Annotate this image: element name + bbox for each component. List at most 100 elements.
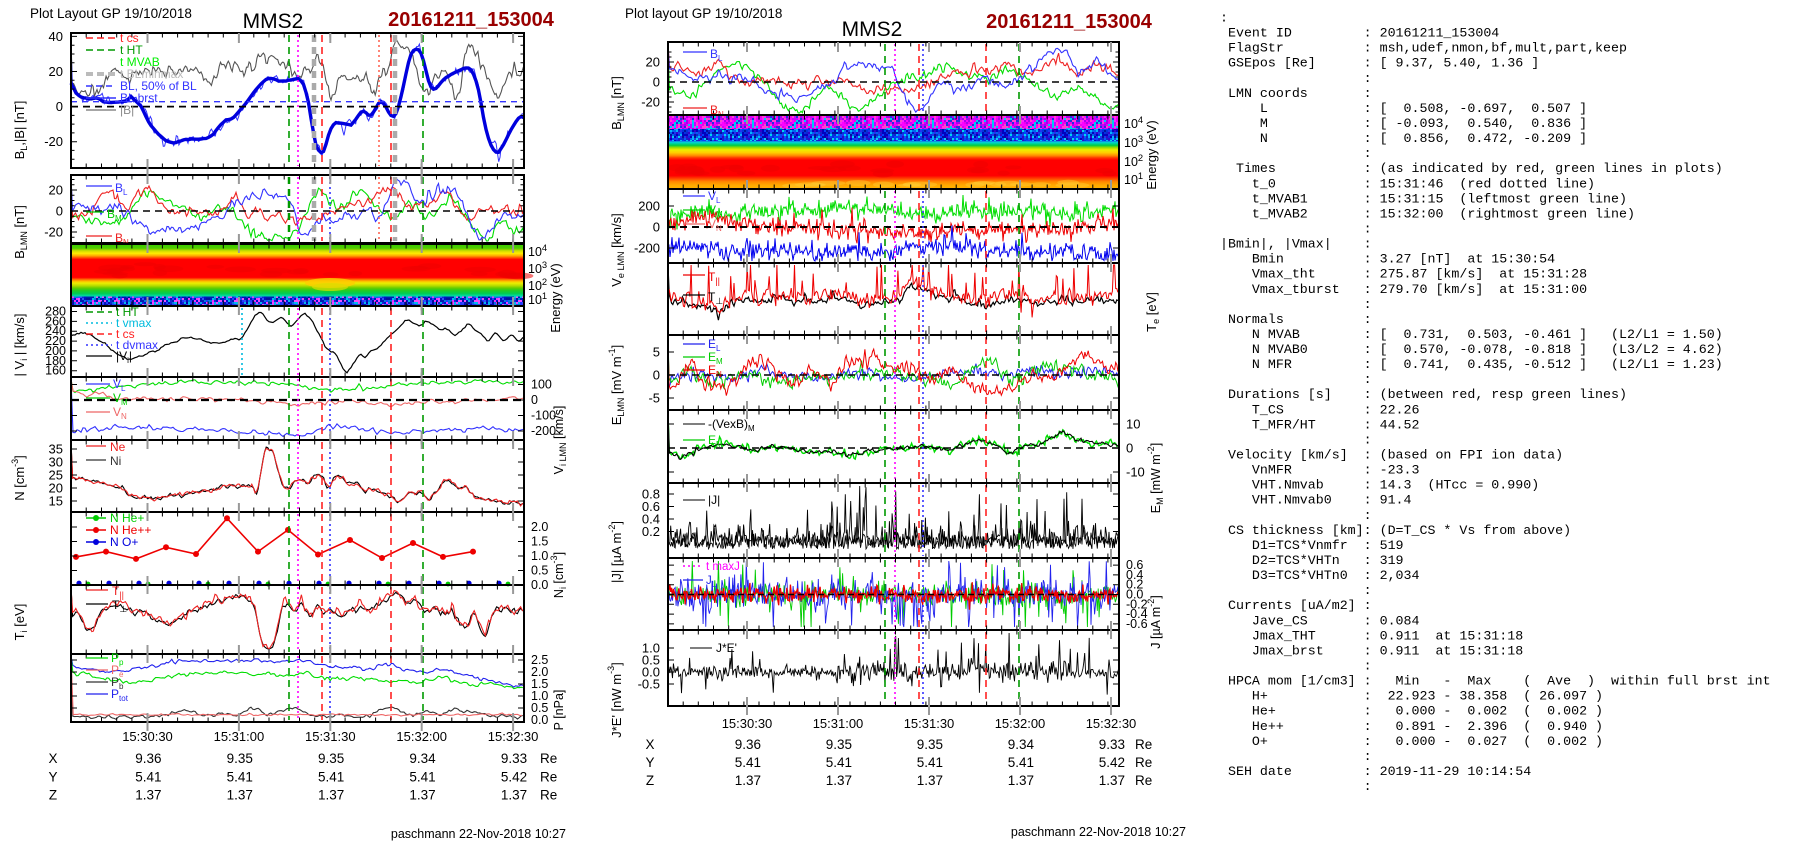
svg-text:|J| [µA m-2]: |J| [µA m-2] [607, 521, 624, 583]
svg-text:-0.5: -0.5 [638, 677, 660, 692]
svg-text:1.37: 1.37 [501, 788, 527, 803]
svg-text:15: 15 [49, 494, 63, 509]
svg-text:35: 35 [49, 442, 63, 457]
svg-text:paschmann 22-Nov-2018 10:27: paschmann 22-Nov-2018 10:27 [391, 827, 566, 841]
svg-text:|B|: |B| [120, 103, 134, 117]
svg-text:15:32:30: 15:32:30 [1086, 716, 1137, 731]
svg-text:J*E' [nW m-3]: J*E' [nW m-3] [606, 662, 624, 738]
svg-text:HPCA mom [1/cm3] : Min -: HPCA mom [1/cm3] : Min - Max ( Ave ) wit… [1220, 674, 1771, 689]
svg-text:Re: Re [1135, 755, 1152, 770]
svg-text::: : [1220, 146, 1372, 161]
svg-text:25: 25 [49, 468, 63, 483]
svg-text:1.37: 1.37 [917, 773, 943, 788]
svg-text:t HT: t HT [120, 43, 143, 57]
svg-text:T_CS : 22.26: T_CS : 22.26 [1220, 402, 1420, 417]
svg-text:1.5: 1.5 [531, 535, 548, 549]
svg-text:220: 220 [45, 334, 66, 348]
svg-text:paschmann 22-Nov-2018 10:27: paschmann 22-Nov-2018 10:27 [1011, 825, 1186, 839]
svg-text:|Bmin|, |Vmax| :: |Bmin|, |Vmax| : [1220, 237, 1372, 252]
svg-text:T_MFR/HT : 44.52: T_MFR/HT : 44.52 [1220, 417, 1420, 432]
svg-text::: : [1220, 372, 1372, 387]
svg-text:240: 240 [45, 324, 66, 338]
svg-text:LMN coords :: LMN coords : [1220, 86, 1372, 101]
svg-text:Re: Re [1135, 773, 1152, 788]
svg-text:Jmax_brst : 0.911 at 15:3: Jmax_brst : 0.911 at 15:31:18 [1220, 643, 1523, 658]
svg-text:0.2: 0.2 [1126, 578, 1143, 592]
svg-text:Velocity [km/s] : (based on F: Velocity [km/s] : (based on FPI ion data… [1220, 448, 1563, 463]
svg-text::: : [1220, 659, 1372, 674]
svg-text::: : [1220, 779, 1372, 794]
svg-text:1.37: 1.37 [318, 788, 344, 803]
svg-text:Energy (eV): Energy (eV) [1144, 120, 1159, 189]
svg-text:Bmin : 3.27 [nT] at: Bmin : 3.27 [nT] at 15:30:54 [1220, 252, 1555, 267]
svg-text:D1=TCS*Vnmfr : 519: D1=TCS*Vnmfr : 519 [1220, 538, 1404, 553]
svg-text:200: 200 [638, 199, 660, 214]
svg-text:1.37: 1.37 [1008, 773, 1034, 788]
svg-text:-100: -100 [531, 409, 556, 423]
svg-text:H+ : 22.923 - 38.3: H+ : 22.923 - 38.358 ( 26.097 ) [1220, 689, 1603, 704]
svg-text:M : [ -0.093, 0.54: M : [ -0.093, 0.540, 0.836 ] [1220, 116, 1587, 131]
svg-text:0: 0 [56, 204, 63, 219]
svg-text:5.42: 5.42 [501, 770, 527, 785]
svg-text:0.2: 0.2 [642, 524, 660, 539]
svg-text:VnMFR : -23.3: VnMFR : -23.3 [1220, 463, 1420, 478]
svg-text:280: 280 [45, 305, 66, 319]
svg-text:Ne: Ne [110, 440, 126, 454]
svg-text:-0.4: -0.4 [1126, 607, 1148, 621]
svg-text:-20: -20 [641, 95, 660, 110]
svg-text:0.0: 0.0 [1126, 588, 1143, 602]
svg-text:P [nPa]: P [nPa] [552, 690, 566, 731]
svg-text:t dvmax: t dvmax [116, 338, 158, 352]
svg-text:Vmax_tburst : 279.70 [km/s]: Vmax_tburst : 279.70 [km/s] at 15:31:00 [1220, 282, 1587, 297]
svg-text:15:32:30: 15:32:30 [488, 729, 539, 744]
svg-text:20: 20 [49, 481, 63, 496]
svg-text:MMS2: MMS2 [842, 18, 903, 41]
svg-text:30: 30 [49, 455, 63, 470]
svg-text:0.5: 0.5 [531, 701, 548, 715]
svg-text:Ni [cm-3]: Ni [cm-3] [549, 552, 568, 598]
svg-text:Y: Y [48, 770, 57, 785]
svg-text:t cs: t cs [120, 31, 139, 45]
svg-text:5.41: 5.41 [409, 770, 435, 785]
svg-text:9.36: 9.36 [735, 737, 761, 752]
svg-text:Y: Y [645, 755, 654, 770]
svg-text:9.33: 9.33 [1099, 737, 1125, 752]
svg-text:9.36: 9.36 [135, 751, 161, 766]
svg-text:J*E': J*E' [716, 641, 737, 655]
svg-text:|Vi|: |Vi| [116, 349, 132, 365]
svg-text:1.5: 1.5 [531, 677, 548, 691]
svg-text:5.41: 5.41 [135, 770, 161, 785]
svg-text:15:30:30: 15:30:30 [722, 716, 773, 731]
svg-text::: : [1220, 583, 1372, 598]
svg-text:-0.2: -0.2 [1126, 597, 1148, 611]
svg-text:MMS2: MMS2 [243, 10, 304, 33]
svg-text:40: 40 [49, 29, 63, 44]
svg-text:BLMN [nT]: BLMN [nT] [609, 76, 626, 130]
svg-text:15:30:30: 15:30:30 [122, 729, 173, 744]
svg-text:0.4: 0.4 [1126, 568, 1143, 582]
svg-text:5.41: 5.41 [1008, 755, 1034, 770]
svg-text:9.33: 9.33 [501, 751, 527, 766]
svg-text:1.37: 1.37 [227, 788, 253, 803]
svg-text:He++ : 0.891 - 2.3: He++ : 0.891 - 2.396 ( 0.940 ) [1220, 719, 1603, 734]
svg-text:BLMN [nT]: BLMN [nT] [12, 205, 29, 259]
svg-text:Ni: Ni [110, 454, 121, 468]
svg-text:1.37: 1.37 [1099, 773, 1125, 788]
svg-text:20: 20 [49, 183, 63, 198]
svg-text:9.35: 9.35 [227, 751, 253, 766]
svg-text:t_MVAB1 : 15:31:15 (lef: t_MVAB1 : 15:31:15 (leftmost green line) [1220, 191, 1627, 206]
svg-text:15:31:00: 15:31:00 [813, 716, 864, 731]
svg-text:9.34: 9.34 [409, 751, 436, 766]
svg-text:20: 20 [646, 55, 660, 70]
svg-text:160: 160 [45, 364, 66, 378]
svg-text:J [µA m-2]: J [µA m-2] [1146, 595, 1163, 648]
svg-text:O+ : 0.000 - 0.0: O+ : 0.000 - 0.027 ( 0.002 ) [1220, 734, 1603, 749]
svg-text:X: X [645, 737, 654, 752]
svg-text:Z: Z [646, 773, 654, 788]
svg-text:1.37: 1.37 [735, 773, 761, 788]
svg-text:15:31:00: 15:31:00 [214, 729, 265, 744]
svg-text:9.35: 9.35 [917, 737, 943, 752]
svg-text:Jmax_THT : 0.911 at 15:3: Jmax_THT : 0.911 at 15:31:18 [1220, 628, 1523, 643]
svg-text:Plot Layout GP 19/10/2018: Plot Layout GP 19/10/2018 [30, 6, 192, 21]
svg-text:BL,|B| [nT]: BL,|B| [nT] [12, 101, 29, 160]
